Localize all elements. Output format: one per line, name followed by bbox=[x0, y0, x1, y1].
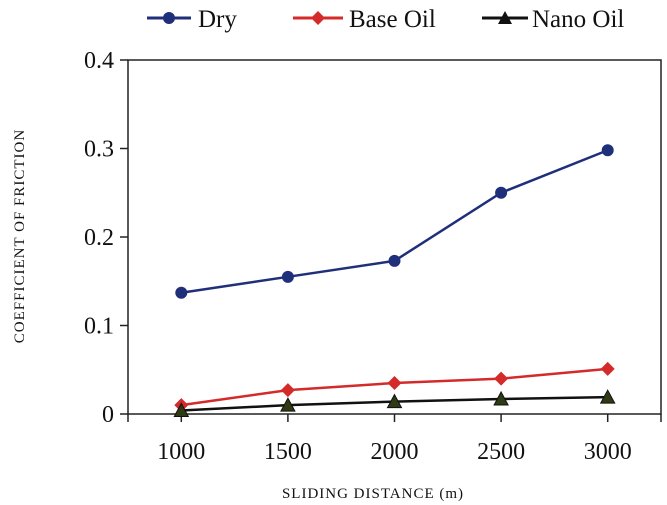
series-dry bbox=[175, 144, 614, 299]
plot-area bbox=[127, 59, 662, 415]
y-axis-label: COEFFICIENT OF FRICTION bbox=[12, 129, 28, 343]
x-tick-label-0: 1000 bbox=[157, 439, 205, 465]
x-tick-label-3: 2500 bbox=[477, 439, 525, 465]
data-point-dry-0 bbox=[175, 286, 188, 299]
data-point-nano-oil-1 bbox=[280, 397, 296, 412]
data-point-dry-3 bbox=[495, 186, 508, 199]
x-tick-label-2: 2000 bbox=[371, 439, 419, 465]
data-point-dry-4 bbox=[601, 144, 614, 157]
legend-label-dry: Dry bbox=[198, 6, 237, 33]
y-tick-label-1: 0.1 bbox=[84, 314, 114, 340]
data-point-base-oil-3 bbox=[494, 371, 509, 386]
y-tick-label-3: 0.3 bbox=[84, 137, 114, 163]
data-point-base-oil-4 bbox=[600, 361, 615, 376]
x-tick-label-1: 1500 bbox=[264, 439, 312, 465]
data-point-nano-oil-0 bbox=[173, 402, 190, 417]
y-axis-title: COEFFICIENT OF FRICTION bbox=[12, 129, 28, 343]
legend-label-nano-oil: Nano Oil bbox=[532, 6, 624, 33]
legend-marker-base-oil bbox=[311, 11, 325, 25]
x-tick-label-4: 3000 bbox=[584, 439, 632, 465]
series-layer bbox=[173, 144, 616, 417]
legend-item-base-oil: Base Oil bbox=[293, 6, 436, 33]
y-tick-label-4: 0.4 bbox=[84, 48, 114, 74]
legend-marker-nano-oil bbox=[498, 11, 512, 24]
data-point-nano-oil-4 bbox=[599, 389, 616, 404]
series-line-dry bbox=[181, 149, 609, 294]
x-axis-label: SLIDING DISTANCE (m) bbox=[282, 486, 464, 502]
data-point-dry-2 bbox=[388, 254, 401, 267]
y-tick-label-2: 0.2 bbox=[84, 225, 114, 251]
y-axis: 0 0.1 0.2 0.3 0.4 bbox=[84, 48, 128, 428]
legend-item-nano-oil: Nano Oil bbox=[482, 6, 624, 33]
series-nano-oil bbox=[173, 389, 616, 417]
y-tick-label-0: 0 bbox=[102, 402, 114, 428]
legend-item-dry: Dry bbox=[147, 6, 237, 33]
data-point-dry-1 bbox=[281, 270, 294, 283]
data-point-nano-oil-2 bbox=[386, 393, 403, 409]
legend-marker-dry bbox=[163, 12, 175, 24]
x-axis: 1000 1500 2000 2500 3000 bbox=[127, 414, 662, 465]
series-base-oil bbox=[174, 361, 615, 413]
data-point-base-oil-1 bbox=[280, 383, 295, 398]
data-point-base-oil-2 bbox=[387, 376, 402, 391]
data-point-nano-oil-3 bbox=[493, 390, 509, 406]
legend-label-base-oil: Base Oil bbox=[349, 6, 436, 33]
legend: Dry Base Oil Nano Oil bbox=[147, 6, 624, 33]
